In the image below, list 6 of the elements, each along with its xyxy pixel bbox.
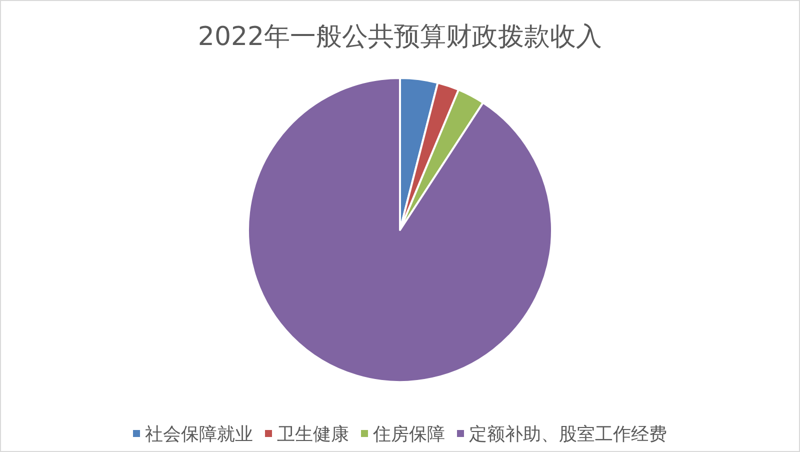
legend-label: 社会保障就业 (145, 424, 253, 445)
legend-label: 卫生健康 (277, 424, 349, 445)
pie-slice (247, 77, 553, 383)
legend-label: 住房保障 (372, 424, 445, 445)
legend-label: 定额补助、股室工作经费 (469, 424, 667, 445)
chart-title: 2022年一般公共预算财政拨款收入 (198, 22, 602, 52)
